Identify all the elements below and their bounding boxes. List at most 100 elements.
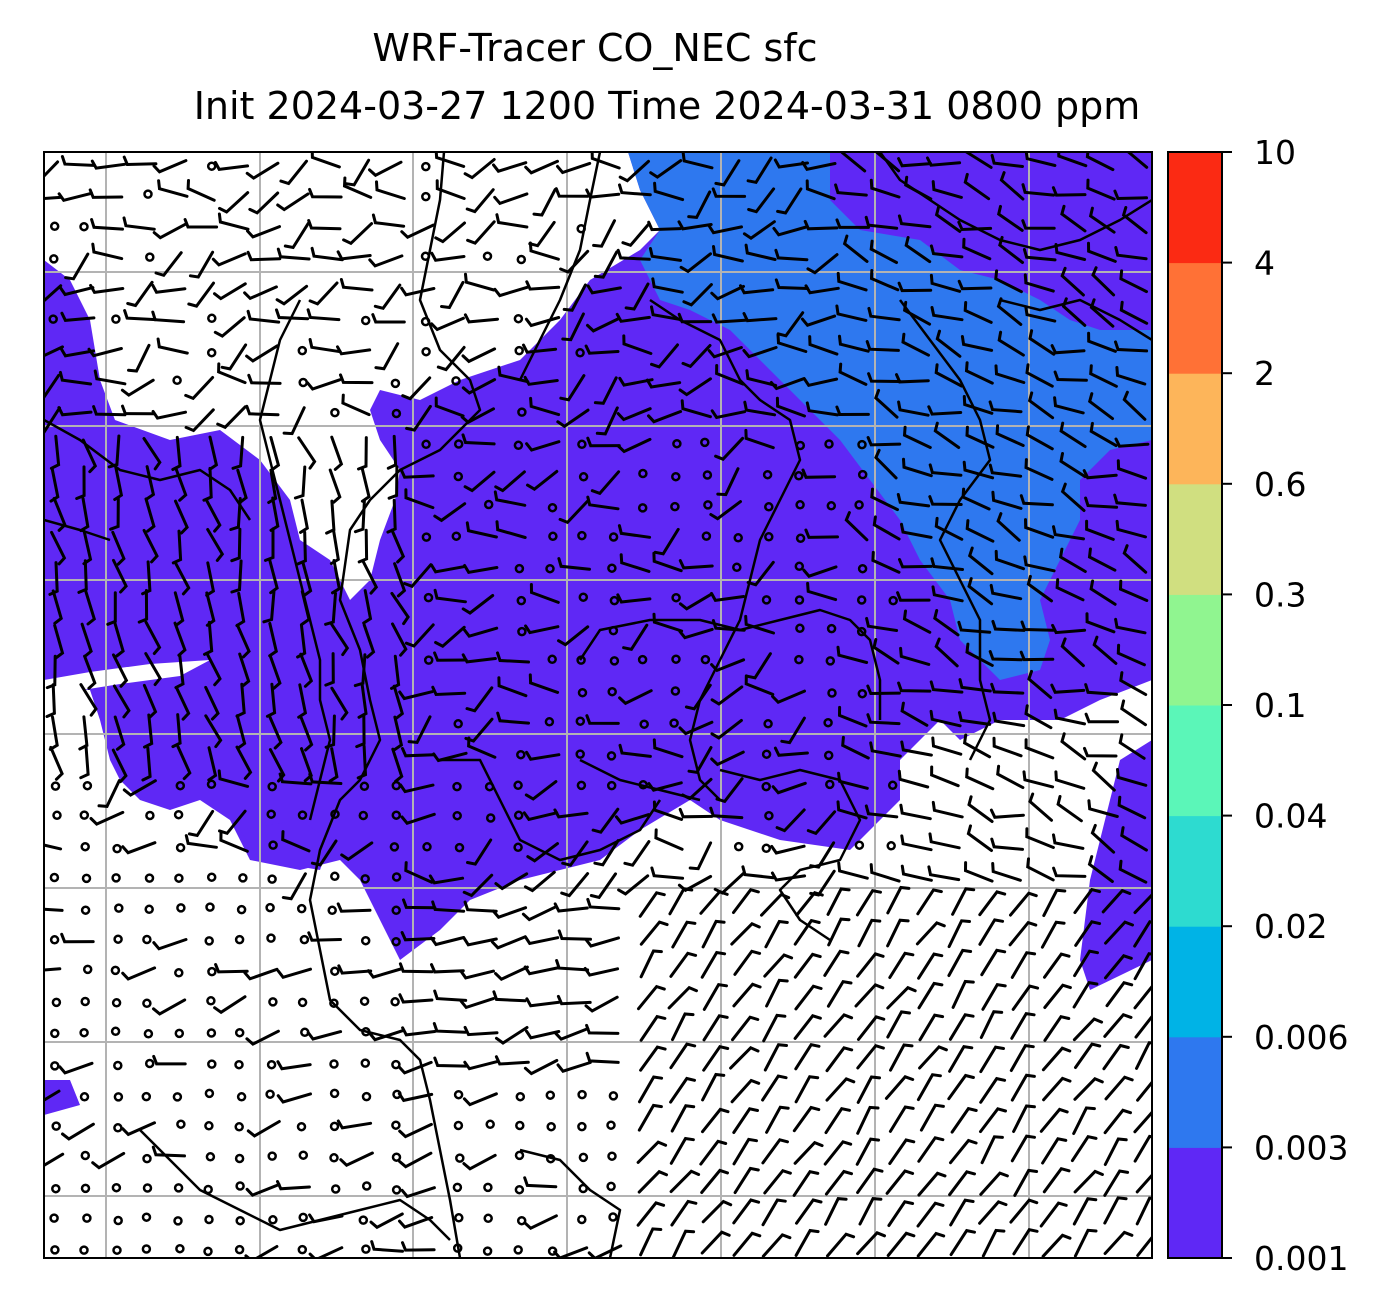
wind-barb [616, 407, 652, 422]
wind-barb [808, 335, 839, 356]
wind-barb [525, 1029, 561, 1040]
wind-barb [204, 498, 222, 533]
wind-barb [900, 864, 933, 882]
calm-wind-circle [391, 1120, 401, 1130]
wind-barb [521, 905, 557, 922]
wind-barb [995, 424, 1025, 447]
wind-barb [336, 345, 372, 356]
wind-barb [701, 1107, 730, 1134]
calm-wind-circle [112, 843, 122, 854]
wind-barb [553, 902, 589, 913]
wind-barb [1041, 1233, 1072, 1258]
wind-barb [405, 404, 432, 432]
wind-barb [1050, 344, 1086, 355]
wind-barb [992, 711, 1026, 728]
calm-wind-circle [421, 439, 431, 450]
wind-barb [1118, 859, 1148, 884]
calm-wind-circle [453, 719, 463, 729]
wind-barb [121, 841, 157, 855]
wind-barb [896, 591, 931, 602]
wind-barb [836, 645, 869, 664]
wind-barb [1113, 189, 1148, 201]
wind-barb [624, 282, 650, 311]
wind-barb [765, 978, 789, 1008]
wind-barb [671, 920, 697, 949]
wind-barb [996, 764, 1025, 790]
wind-barb [211, 252, 247, 267]
wind-barb [217, 362, 247, 385]
calm-wind-circle [329, 1088, 340, 1099]
wind-barb [1084, 712, 1120, 724]
wind-barb [729, 1046, 760, 1070]
wind-barb [206, 528, 225, 562]
calm-wind-circle [607, 563, 617, 573]
calm-wind-circle [452, 1182, 463, 1193]
wind-barb [962, 733, 992, 759]
wind-barb [490, 935, 526, 950]
wind-barb [967, 546, 994, 576]
calm-wind-circle [359, 781, 370, 792]
colorbar-segment [1168, 1036, 1222, 1148]
wind-barb [979, 1010, 1004, 1039]
wind-barb [991, 490, 1023, 510]
wind-barb [561, 840, 589, 867]
wind-barb [1072, 980, 1099, 1009]
wind-barb [744, 243, 777, 261]
wind-barb [152, 938, 188, 951]
wind-barb [1024, 518, 1055, 539]
wind-barb [496, 651, 530, 664]
calm-wind-circle [826, 501, 837, 511]
wind-barb [772, 225, 808, 237]
calm-wind-circle [206, 996, 216, 1006]
wind-barb [461, 378, 497, 395]
calm-wind-circle [732, 562, 742, 573]
wind-barb [1087, 547, 1117, 572]
wind-barb [213, 995, 247, 1015]
wind-barb [1104, 954, 1133, 980]
wind-barb [669, 1169, 701, 1194]
wind-barb [463, 564, 499, 575]
wind-barb [884, 1075, 915, 1100]
wind-barb [825, 1046, 854, 1073]
wind-barb [235, 745, 253, 780]
wind-barb [730, 922, 761, 946]
wind-barb [93, 369, 127, 386]
wind-barb [122, 155, 158, 167]
wind-barb [524, 159, 559, 175]
wind-barb [712, 245, 744, 263]
wind-barb [407, 715, 432, 744]
colorbar-tick-label: 0.6 [1254, 465, 1306, 504]
wind-barb [886, 1010, 911, 1039]
wind-barb [593, 376, 618, 405]
wind-barb [948, 1013, 975, 1041]
wind-barb [916, 1201, 945, 1228]
wind-barb [1020, 620, 1055, 632]
wind-barb [171, 713, 182, 749]
wind-barb [857, 918, 882, 948]
calm-wind-circle [576, 655, 586, 665]
wind-barb [556, 408, 590, 429]
calm-wind-circle [856, 595, 867, 605]
wind-barb [84, 590, 97, 626]
wind-barb [916, 1231, 946, 1258]
wind-barb [90, 218, 124, 231]
calm-wind-circle [113, 1215, 123, 1226]
calm-wind-circle [49, 872, 60, 883]
wind-barb [967, 577, 994, 606]
wind-barb [297, 436, 317, 470]
wind-barb [595, 406, 619, 436]
calm-wind-circle [297, 1244, 308, 1255]
calm-wind-circle [391, 810, 402, 820]
wind-barb [917, 1171, 947, 1197]
wind-barb [144, 652, 162, 687]
wind-barb [637, 984, 666, 1011]
wind-barb [823, 1140, 853, 1166]
wind-barb [398, 993, 434, 1004]
calm-wind-circle [672, 438, 682, 449]
calm-wind-circle [516, 749, 526, 760]
calm-wind-circle [265, 902, 275, 913]
calm-wind-circle [110, 1026, 121, 1037]
wind-barb [1054, 243, 1087, 261]
wind-barb [823, 1013, 854, 1038]
wind-barb [48, 561, 59, 596]
